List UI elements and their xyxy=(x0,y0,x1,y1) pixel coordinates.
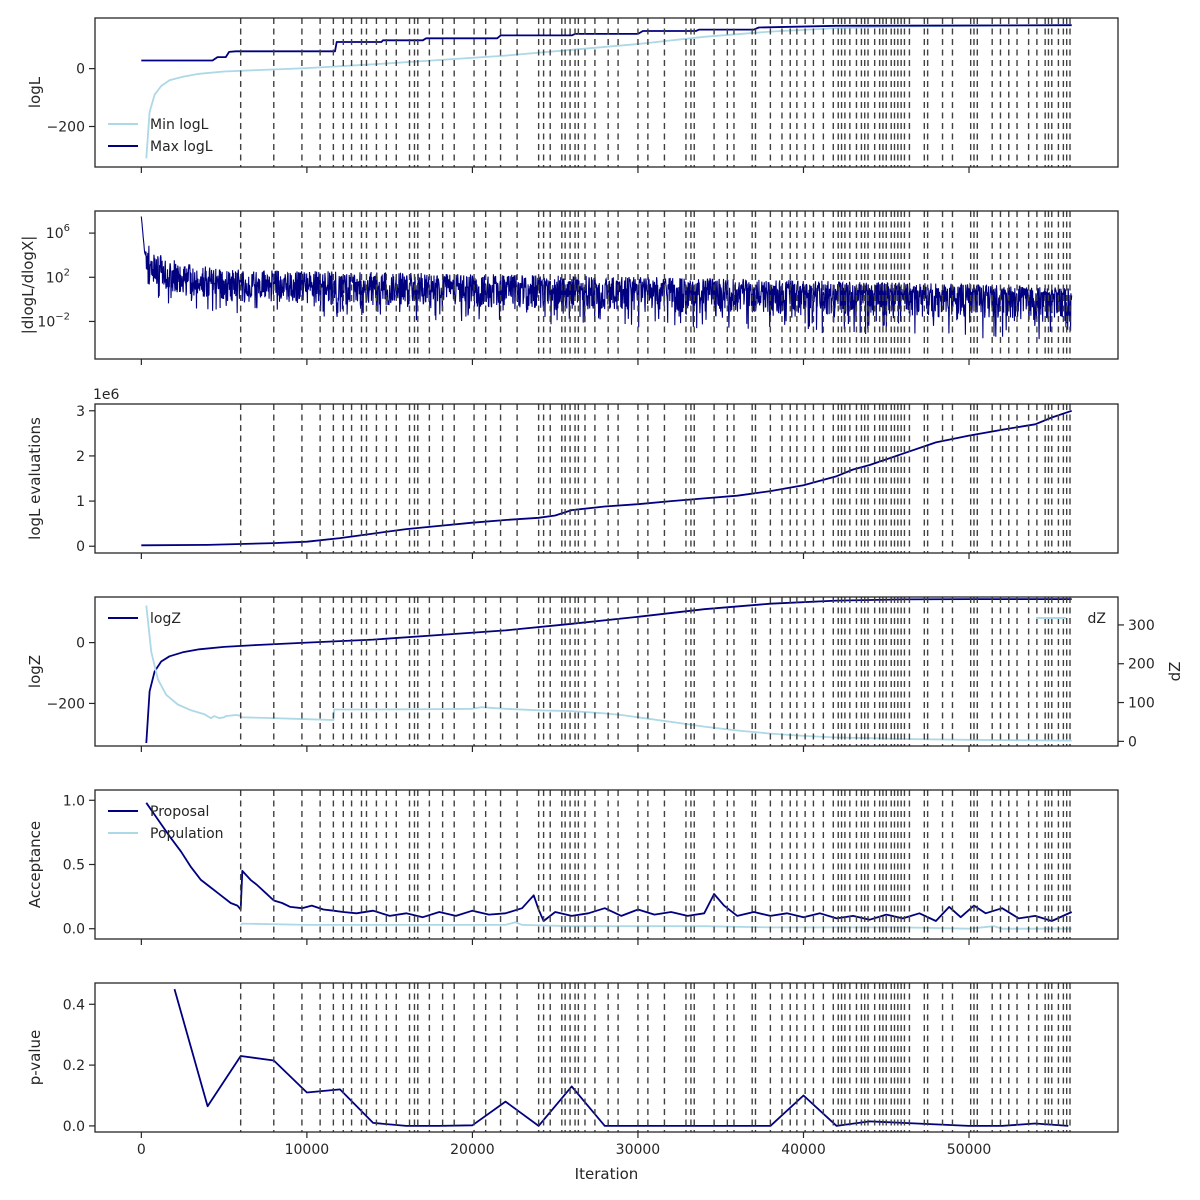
plot-area-1 xyxy=(140,211,1073,359)
axes-frame-3 xyxy=(94,596,1119,747)
x-tick-label: 30000 xyxy=(616,1142,661,1158)
x-tick-label: 50000 xyxy=(947,1142,992,1158)
legend-label: logZ xyxy=(150,611,181,627)
y-axis-label: logZ xyxy=(26,655,44,688)
legend-label: Min logL xyxy=(150,117,209,133)
y-axis-label: Acceptance xyxy=(26,821,44,908)
legend-label: Max logL xyxy=(150,139,213,155)
axes-frame-1 xyxy=(94,210,1119,360)
y-tick-label: 0.5 xyxy=(63,858,85,874)
y-tick-label: 0.2 xyxy=(63,1058,85,1074)
series-line-panel-5 xyxy=(173,988,1069,1127)
x-tick-label: 40000 xyxy=(781,1142,826,1158)
derivative-trace xyxy=(140,216,1073,340)
x-tick-label: 10000 xyxy=(285,1142,330,1158)
legend-label: Population xyxy=(150,826,224,842)
x-tick-label: 20000 xyxy=(450,1142,495,1158)
panel-3: −200 0 0 100 200 300 logZ dZ logZ dZ xyxy=(26,596,1184,752)
x-tick-label: 0 xyxy=(137,1142,146,1158)
y-axis-label-right: dZ xyxy=(1166,662,1184,682)
plot-area-0 xyxy=(141,18,1072,167)
y-tick-label: 10−2 xyxy=(37,311,70,330)
y-tick-label: −200 xyxy=(47,119,85,135)
panel-0: −200 0 logL Min logL Max logL xyxy=(26,17,1119,173)
series-line-min-logl xyxy=(145,24,1072,159)
series-line-max-logl xyxy=(141,24,1072,62)
y-tick-label: 0 xyxy=(76,539,85,555)
panel-1: 106 102 10−2|dlogL/dlogX| xyxy=(19,210,1119,365)
y-tick-label: 102 xyxy=(46,267,70,286)
plot-area-3 xyxy=(145,597,1072,746)
y-axis-label: logL evaluations xyxy=(26,417,44,540)
y-axis-label: logL xyxy=(26,76,44,108)
series-line-logz xyxy=(145,598,1072,744)
y-tick-label: −200 xyxy=(47,696,85,712)
series-line-panel-2 xyxy=(141,409,1072,547)
y-tick-label-right: 0 xyxy=(1128,734,1137,750)
y-axis-label: |dlogL/dlogX| xyxy=(19,236,37,335)
y-tick-label: 0.4 xyxy=(63,997,85,1013)
series-line-proposal xyxy=(145,802,1073,922)
y-tick-label: 0 xyxy=(76,636,85,652)
panel-2: 0 1 2 3 logL evaluations 1e6 xyxy=(26,387,1119,559)
y-tick-label: 1 xyxy=(76,494,85,510)
y-axis-label: p-value xyxy=(26,1030,44,1086)
legend-label: Proposal xyxy=(150,804,209,820)
axes-frame-2 xyxy=(94,403,1119,554)
plot-area-4 xyxy=(145,790,1073,939)
y-tick-label-right: 200 xyxy=(1128,657,1155,673)
plot-area-5 xyxy=(173,983,1071,1132)
axes-frame-5 xyxy=(94,982,1119,1133)
y-tick-label: 0 xyxy=(76,62,85,78)
legend-label: dZ xyxy=(1088,611,1106,627)
y-tick-label: 0.0 xyxy=(63,922,85,938)
y-tick-label: 106 xyxy=(46,223,70,242)
axes-frame-0 xyxy=(94,17,1119,168)
panel-5: 0 10000 20000 30000 40000 50000 0.0 0.2 0.4 p-val… xyxy=(26,982,1119,1158)
series-line-dz xyxy=(145,605,1072,742)
series-line-population xyxy=(240,921,1072,930)
y-tick-label: 3 xyxy=(76,404,85,420)
y-tick-label: 0.0 xyxy=(63,1119,85,1135)
y-multiplier: 1e6 xyxy=(93,387,120,403)
y-tick-label: 1.0 xyxy=(63,793,85,809)
x-axis-label: Iteration xyxy=(575,1165,639,1183)
y-tick-label-right: 100 xyxy=(1128,696,1155,712)
panel-4: 0.0 0.5 1.0 Acceptance Proposal Population xyxy=(26,789,1119,945)
y-tick-label-right: 300 xyxy=(1128,618,1155,634)
y-tick-label: 2 xyxy=(76,449,85,465)
plot-area-2 xyxy=(141,404,1072,553)
axes-frame-4 xyxy=(94,789,1119,940)
